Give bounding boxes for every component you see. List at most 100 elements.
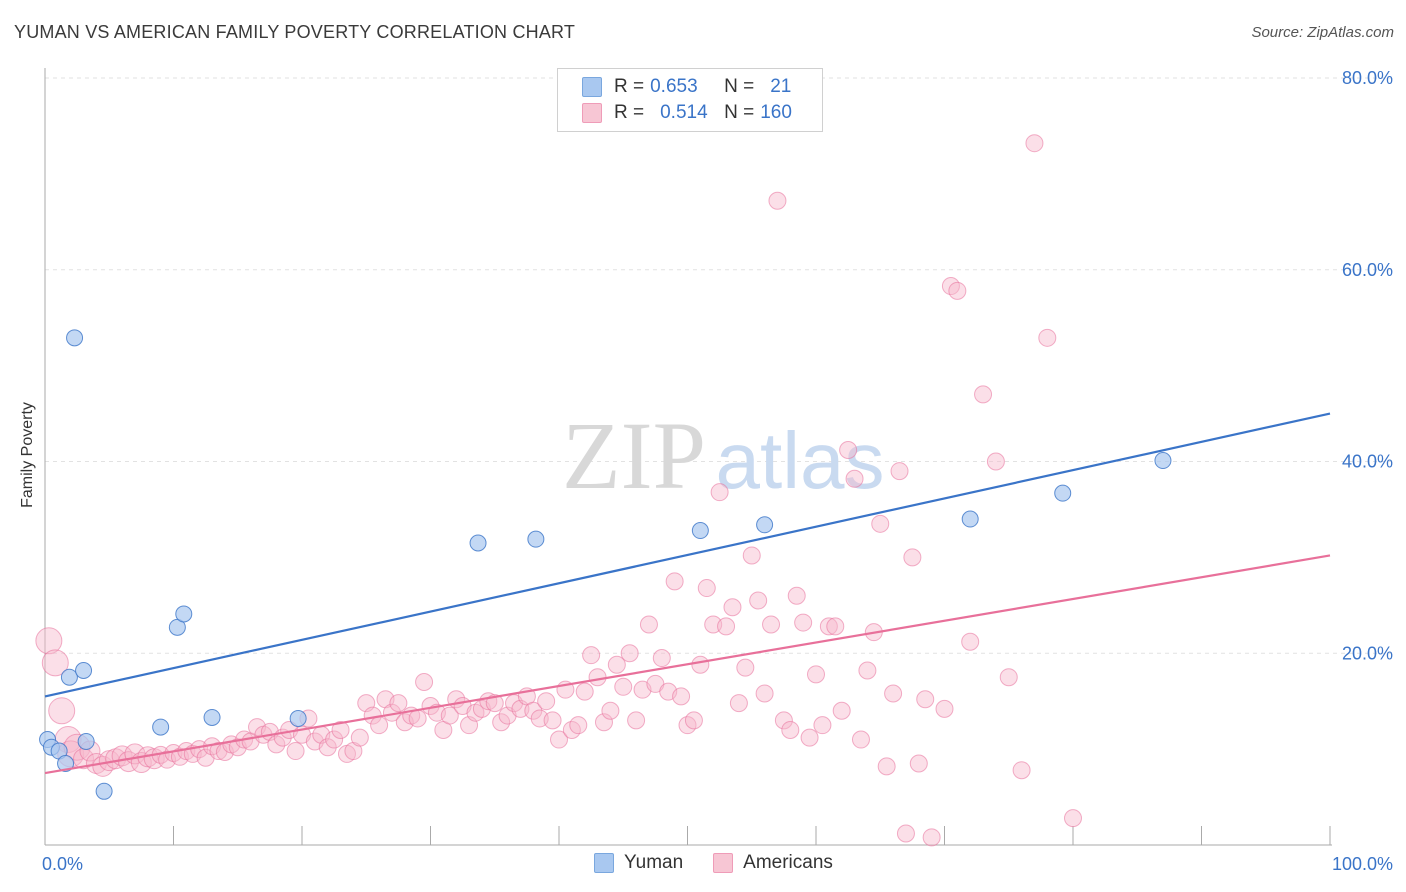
- source-label: Source: ZipAtlas.com: [1251, 24, 1394, 41]
- americans-point: [582, 646, 601, 665]
- axes: [44, 68, 1332, 846]
- y-tick-label: 40.0%: [1342, 452, 1393, 472]
- americans-points: [35, 134, 1082, 847]
- yuman-point: [75, 662, 93, 680]
- americans-point: [672, 687, 691, 706]
- americans-point: [787, 586, 806, 605]
- americans-point: [909, 754, 928, 773]
- yuman-point: [152, 718, 170, 736]
- legend-r-value: 0.653: [650, 76, 698, 97]
- americans-point: [684, 711, 703, 730]
- americans-point: [440, 706, 459, 725]
- americans-point: [999, 668, 1018, 687]
- americans-point: [614, 677, 633, 696]
- legend-swatch-americans: [582, 103, 602, 123]
- trend-lines: [44, 412, 1331, 775]
- americans-point: [948, 281, 967, 300]
- yuman-point: [77, 732, 95, 750]
- americans-point: [1025, 134, 1044, 153]
- americans-point: [665, 572, 684, 591]
- yuman-point: [57, 755, 75, 773]
- americans-point: [588, 668, 607, 687]
- americans-point: [845, 469, 864, 488]
- americans-point: [639, 615, 658, 634]
- americans-point: [974, 385, 993, 404]
- x-tick-label: 100.0%: [1332, 854, 1393, 874]
- yuman-points: [39, 329, 1172, 800]
- yuman-point: [66, 329, 84, 347]
- americans-point: [807, 665, 825, 684]
- americans-point: [331, 720, 350, 739]
- americans-point: [1012, 761, 1031, 780]
- yuman-point: [175, 605, 193, 623]
- americans-point: [851, 730, 870, 749]
- americans-point: [267, 735, 286, 754]
- yuman-point: [1154, 452, 1172, 470]
- correlation-legend: R = 0.653 N = 21 R = 0.514 N = 160: [557, 68, 823, 132]
- legend-r-label: R =: [614, 102, 645, 123]
- americans-point: [1038, 328, 1057, 347]
- americans-point: [986, 452, 1005, 471]
- americans-point: [839, 440, 858, 459]
- americans-point: [652, 649, 671, 668]
- series-legend-americans: Americans: [713, 852, 833, 874]
- americans-point: [794, 613, 813, 632]
- americans-point: [627, 711, 646, 730]
- americans-point: [903, 548, 922, 567]
- series-swatch-americans: [713, 853, 734, 873]
- x-tick-label: 0.0%: [42, 854, 83, 874]
- americans-point: [350, 728, 369, 747]
- legend-row-americans: R = 0.514 N = 160: [582, 101, 792, 125]
- americans-point: [768, 191, 787, 210]
- americans-point: [877, 757, 896, 776]
- americans-point: [723, 598, 742, 617]
- yuman-point: [95, 782, 113, 800]
- americans-point: [48, 697, 76, 725]
- americans-point: [762, 615, 781, 634]
- americans-point: [318, 738, 337, 757]
- legend-n-label: N =: [724, 102, 755, 123]
- americans-point: [286, 742, 305, 761]
- americans-point: [35, 627, 63, 655]
- legend-n-label: N =: [724, 76, 755, 97]
- legend-swatch-yuman: [582, 77, 602, 97]
- americans-point: [890, 462, 909, 481]
- americans-point: [742, 546, 761, 565]
- americans-point: [1064, 809, 1082, 828]
- americans-point: [691, 655, 710, 674]
- americans-point: [961, 632, 980, 651]
- yuman-point: [961, 510, 979, 528]
- legend-r-label: R =: [614, 76, 645, 97]
- yuman-trend-line: [44, 412, 1331, 698]
- americans-point: [781, 720, 800, 739]
- americans-point: [884, 684, 903, 703]
- americans-point: [325, 730, 344, 749]
- americans-point: [575, 682, 594, 701]
- yuman-point: [289, 709, 307, 727]
- americans-point: [717, 617, 736, 636]
- tick-labels: 20.0% 40.0% 60.0% 80.0% 0.0% 100.0%: [42, 68, 1393, 874]
- americans-point: [826, 617, 845, 636]
- americans-point: [736, 658, 755, 677]
- americans-point: [492, 713, 511, 732]
- americans-point: [832, 701, 851, 720]
- americans-point: [896, 824, 915, 843]
- americans-point: [543, 711, 562, 730]
- americans-point: [524, 701, 543, 720]
- yuman-point: [1054, 484, 1072, 502]
- grid-lines: [45, 77, 1392, 654]
- americans-point: [415, 673, 434, 692]
- americans-point: [389, 694, 408, 713]
- americans-point: [813, 716, 832, 735]
- americans-point: [729, 694, 748, 713]
- americans-point: [370, 716, 389, 735]
- americans-point: [916, 690, 935, 709]
- yuman-point: [527, 530, 545, 548]
- americans-point: [922, 828, 941, 847]
- americans-point: [871, 514, 890, 533]
- legend-row-yuman: R = 0.653 N = 21: [582, 75, 791, 99]
- legend-n-value: 21: [770, 76, 792, 97]
- americans-point: [935, 699, 954, 718]
- americans-point: [485, 694, 504, 713]
